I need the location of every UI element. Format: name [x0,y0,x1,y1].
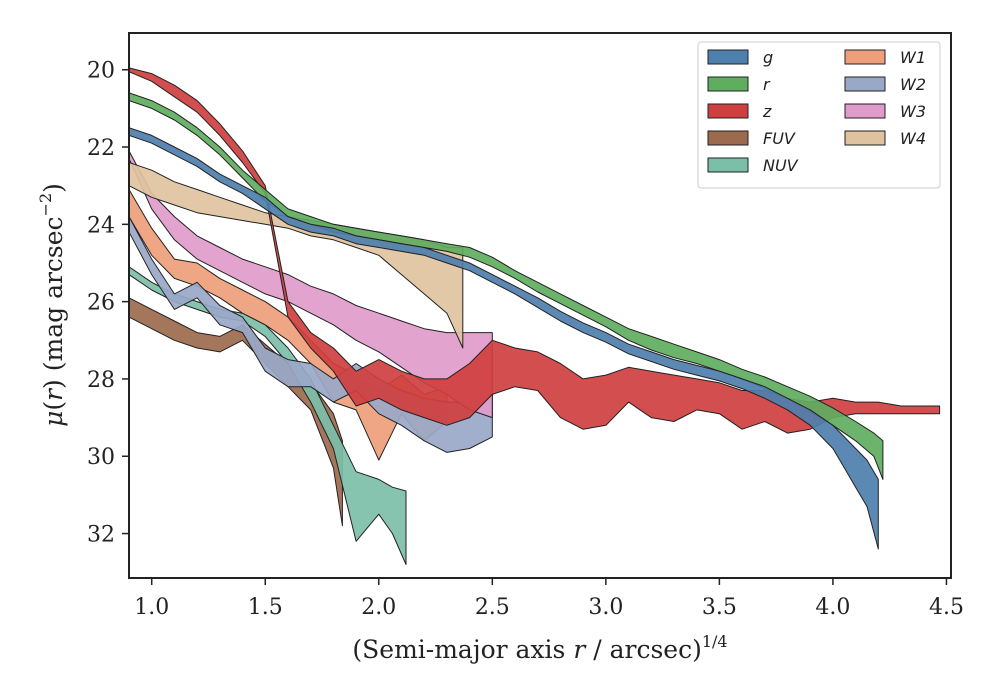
legend-label-nuv: NUV [763,156,799,175]
y-axis-ticks: 20 22 24 26 28 30 32 [87,59,129,548]
legend-items: grz FUV NUV W1 W2 W3 W4 [707,48,926,175]
legend-swatch-w4 [844,130,886,146]
legend-label-g: g [763,48,773,67]
x-tick-label: 3.0 [588,595,623,620]
y-axis-label-var: r [39,387,68,401]
band-g [129,127,879,550]
legend-swatch-g [707,49,749,65]
x-tick-label: 1.0 [134,595,169,620]
x-tick-label: 2.5 [475,595,510,620]
x-tick-label: 4.0 [815,595,850,620]
legend-label-w2: W2 [900,75,926,94]
legend-label-r: r [763,75,771,94]
x-axis-label-sup: 1/4 [702,632,728,651]
legend: grz FUV NUV W1 W2 W3 W4 [697,41,941,189]
y-tick-label: 26 [87,291,115,316]
legend-swatch-r [707,76,749,92]
x-tick-label: 3.5 [702,595,737,620]
band-w3 [129,150,493,419]
legend-swatch-nuv [707,157,749,173]
legend-swatch-w1 [844,49,886,65]
plot-frame [128,32,952,579]
legend-label-z: z [762,102,772,121]
legend-swatch-fuv [707,130,749,146]
legend-label-fuv: FUV [763,129,796,148]
y-axis-label-mu: μ [39,411,68,427]
x-tick-label: 2.0 [361,595,396,620]
x-axis-label-var: r [573,635,587,664]
legend-swatch-w3 [844,103,886,119]
y-axis-label-end: ) [39,183,68,193]
legend-swatch-w2 [844,76,886,92]
y-tick-label: 32 [87,523,115,548]
y-tick-label: 30 [87,445,115,470]
band-w4 [129,162,464,349]
band-fuv [129,297,343,527]
profile-bands [129,67,941,565]
y-tick-label: 22 [87,136,115,161]
x-axis-label-open: (Semi-major axis [352,635,573,664]
x-axis-ticks: 1.0 1.5 2.0 2.5 3.0 3.5 4.0 4.5 [134,578,964,620]
y-axis-label-close: ) (mag arcsec [39,216,68,389]
y-axis-label-open: ( [39,401,68,411]
x-tick-label: 1.5 [248,595,283,620]
legend-label-w1: W1 [900,48,926,67]
legend-label-w4: W4 [900,129,926,148]
band-z [129,67,941,434]
x-axis-label-mid: / arcsec) [585,635,702,664]
x-axis-label: (Semi-major axis r / arcsec)1/4 [352,632,727,664]
y-axis-label-sup: −2 [36,193,55,217]
y-tick-label: 20 [87,59,115,84]
y-axis-label: μ(r) (mag arcsec−2) [36,183,68,427]
legend-label-w3: W3 [900,102,926,121]
y-tick-label: 24 [87,213,115,238]
legend-swatch-z [707,103,749,119]
y-tick-label: 28 [87,368,115,393]
x-tick-label: 4.5 [929,595,964,620]
